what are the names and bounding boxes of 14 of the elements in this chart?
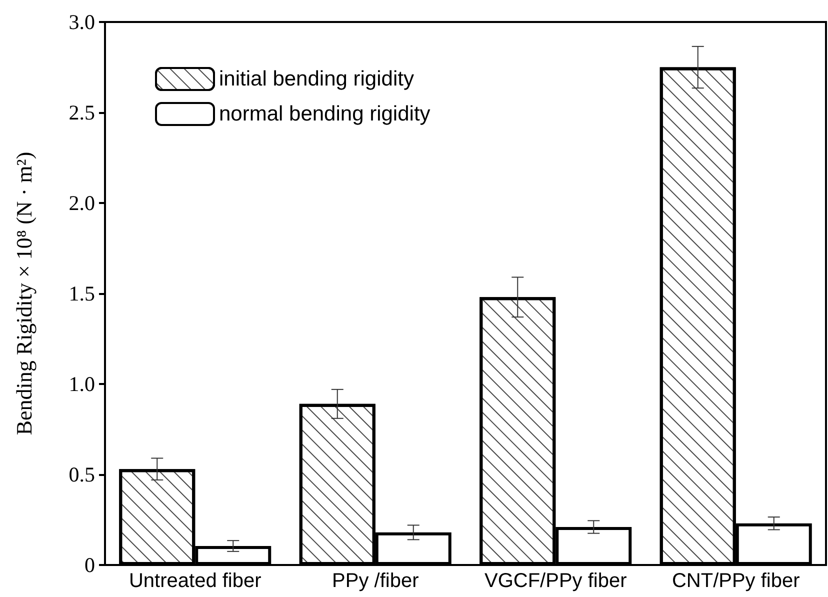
x-tick-label: PPy /fiber bbox=[332, 570, 420, 592]
x-tick-label: Untreated fiber bbox=[128, 570, 262, 592]
legend-label: normal bending rigidity bbox=[219, 102, 431, 126]
x-tick-label: CNT/PPy fiber bbox=[672, 570, 800, 592]
y-tick-label: 3.0 bbox=[68, 10, 95, 34]
y-tick-label: 1.0 bbox=[68, 372, 95, 396]
y-tick-label: 0 bbox=[84, 553, 95, 577]
legend-label: initial bending rigidity bbox=[219, 68, 414, 90]
y-tick-label: 2.0 bbox=[68, 191, 95, 215]
y-tick-label: 0.5 bbox=[68, 462, 95, 486]
y-axis-title: Bending Rigidity × 10⁸ (N · m²) bbox=[12, 152, 36, 436]
y-tick-label: 2.5 bbox=[68, 100, 95, 124]
y-tick-label: 1.5 bbox=[68, 282, 95, 306]
x-tick-label: VGCF/PPy fiber bbox=[484, 570, 628, 592]
